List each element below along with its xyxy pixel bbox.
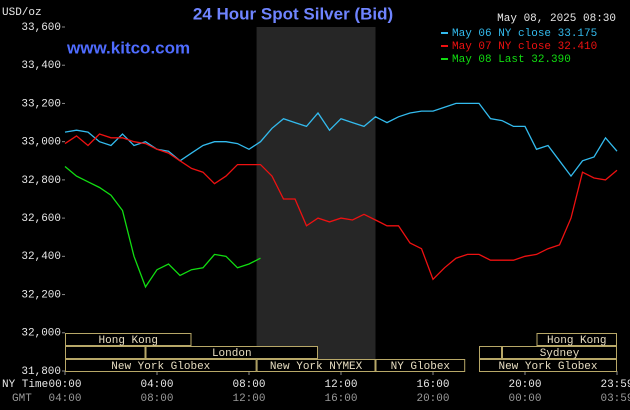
x-tick-label: 23:59 <box>600 379 630 391</box>
session-box <box>256 359 376 372</box>
x2-tick-label: 20:00 <box>416 393 449 405</box>
legend-label: May 06 NY close 33.175 <box>452 28 597 40</box>
y-tick-label: 32,000 <box>21 328 61 340</box>
session-box <box>536 333 617 346</box>
y-axis-label: USD/oz <box>2 7 42 19</box>
y-tick-label: 32,800 <box>21 175 61 187</box>
y-tick-label: 32,600 <box>21 213 61 225</box>
session-label: New York NYMEX <box>270 361 363 373</box>
series-line <box>64 166 261 289</box>
x2-tick-label: 04:00 <box>48 393 81 405</box>
series-line <box>64 133 618 281</box>
y-tick-label: 33,200 <box>21 98 61 110</box>
session-label: Hong Kong <box>547 335 606 347</box>
session-label: New York Globex <box>498 361 597 373</box>
session-label: Sydney <box>540 348 580 360</box>
x-axis-label: NY Time <box>2 379 48 391</box>
session-box <box>145 346 318 359</box>
x2-axis-label: GMT <box>12 393 32 405</box>
session-label: NY Globex <box>391 361 451 373</box>
y-tick-label: 33,600 <box>21 22 61 34</box>
x2-tick-label: 16:00 <box>324 393 357 405</box>
x2-tick-label: 12:00 <box>232 393 265 405</box>
session-box <box>375 359 466 372</box>
x-tick-label: 20:00 <box>508 379 541 391</box>
y-tick-label: 33,000 <box>21 137 61 149</box>
x-tick-label: 12:00 <box>324 379 357 391</box>
y-tick-label: 32,400 <box>21 251 61 263</box>
legend-label: May 08 Last 32.390 <box>452 54 571 66</box>
chart-title: 24 Hour Spot Silver (Bid) <box>193 4 393 23</box>
session-label: Hong Kong <box>99 335 158 347</box>
x2-tick-label: 00:00 <box>508 393 541 405</box>
x-tick-label: 04:00 <box>140 379 173 391</box>
session-label: London <box>212 348 252 360</box>
x-tick-label: 00:00 <box>48 379 81 391</box>
session-box <box>479 346 502 359</box>
session-box <box>502 346 617 359</box>
legend-label: May 07 NY close 32.410 <box>452 41 597 53</box>
source: www.kitco.com <box>66 38 190 57</box>
session-label: New York Globex <box>111 361 210 373</box>
y-tick-label: 33,400 <box>21 60 61 72</box>
shaded-region <box>256 27 376 371</box>
y-tick-label: 32,200 <box>21 289 61 301</box>
x2-tick-label: 08:00 <box>140 393 173 405</box>
session-box <box>65 346 146 359</box>
timestamp: May 08, 2025 08:30 <box>497 13 616 25</box>
session-box <box>65 333 192 346</box>
session-box <box>479 359 617 372</box>
y-tick-label: 31,800 <box>21 366 61 378</box>
x-tick-label: 16:00 <box>416 379 449 391</box>
session-box <box>65 359 257 372</box>
x2-tick-label: 03:59 <box>600 393 630 405</box>
x-tick-label: 08:00 <box>232 379 265 391</box>
